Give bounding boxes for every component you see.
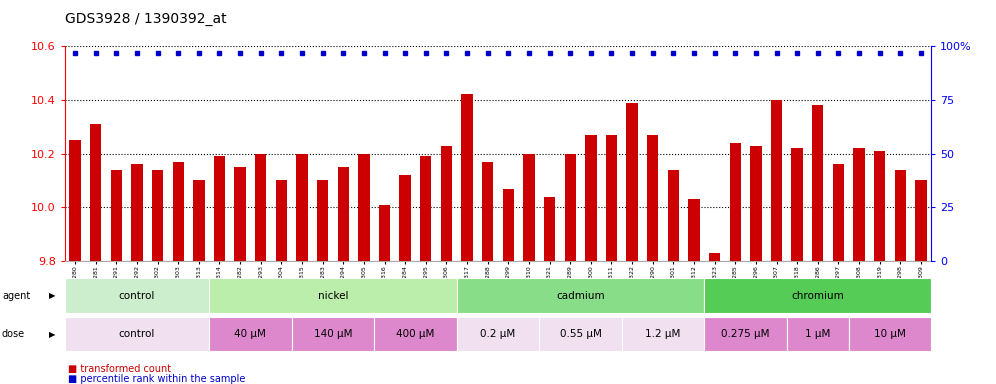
Bar (420, 156, 431, 261)
Text: 10 μM: 10 μM (874, 329, 906, 339)
Bar (276, 180, 287, 261)
Bar (90, 124, 102, 261)
Bar (297, 154, 308, 261)
Bar (915, 180, 926, 261)
Text: ▶: ▶ (49, 291, 55, 300)
Bar (255, 154, 266, 261)
Bar (544, 197, 555, 261)
Bar (209, 317, 292, 351)
Text: control: control (119, 291, 155, 301)
Text: 0.2 μM: 0.2 μM (480, 329, 516, 339)
Bar (812, 105, 824, 261)
Text: 1.2 μM: 1.2 μM (645, 329, 680, 339)
Bar (65, 317, 209, 351)
Text: GDS3928 / 1390392_at: GDS3928 / 1390392_at (65, 12, 226, 25)
Bar (209, 278, 457, 313)
Bar (849, 317, 931, 351)
Text: chromium: chromium (792, 291, 845, 301)
Text: ▶: ▶ (49, 329, 55, 339)
Bar (704, 278, 931, 313)
Text: ■ percentile rank within the sample: ■ percentile rank within the sample (68, 374, 245, 384)
Bar (70, 140, 81, 261)
Bar (399, 175, 410, 261)
Bar (854, 148, 865, 261)
Text: 40 μM: 40 μM (234, 329, 266, 339)
Bar (292, 317, 374, 351)
Bar (359, 154, 370, 261)
Bar (750, 146, 762, 261)
Text: 0.275 μM: 0.275 μM (721, 329, 770, 339)
Bar (457, 278, 704, 313)
Bar (461, 94, 473, 261)
Text: 0.55 μM: 0.55 μM (560, 329, 602, 339)
Text: cadmium: cadmium (556, 291, 605, 301)
Bar (111, 170, 122, 261)
Bar (688, 199, 699, 261)
Text: 1 μM: 1 μM (805, 329, 831, 339)
Text: nickel: nickel (318, 291, 349, 301)
Text: 400 μM: 400 μM (396, 329, 434, 339)
Bar (730, 143, 741, 261)
Bar (172, 162, 184, 261)
Bar (626, 103, 637, 261)
Bar (704, 317, 787, 351)
Bar (482, 162, 493, 261)
Text: dose: dose (2, 329, 25, 339)
Bar (874, 151, 885, 261)
Bar (667, 170, 679, 261)
Bar (539, 317, 622, 351)
Bar (833, 164, 844, 261)
Bar (523, 154, 535, 261)
Bar (771, 100, 782, 261)
Bar (457, 317, 539, 351)
Bar (65, 278, 209, 313)
Bar (338, 167, 349, 261)
Bar (622, 317, 704, 351)
Bar (894, 170, 906, 261)
Text: 140 μM: 140 μM (314, 329, 353, 339)
Text: control: control (119, 329, 155, 339)
Bar (565, 154, 576, 261)
Bar (152, 170, 163, 261)
Bar (317, 180, 329, 261)
Bar (441, 146, 452, 261)
Bar (374, 317, 457, 351)
Bar (709, 253, 720, 261)
Bar (586, 135, 597, 261)
Bar (647, 135, 658, 261)
Bar (193, 180, 204, 261)
Text: agent: agent (2, 291, 30, 301)
Text: ■ transformed count: ■ transformed count (68, 364, 171, 374)
Bar (503, 189, 514, 261)
Bar (234, 167, 246, 261)
Bar (131, 164, 142, 261)
Bar (606, 135, 618, 261)
Bar (378, 205, 390, 261)
Bar (214, 156, 225, 261)
Bar (792, 148, 803, 261)
Bar (787, 317, 849, 351)
